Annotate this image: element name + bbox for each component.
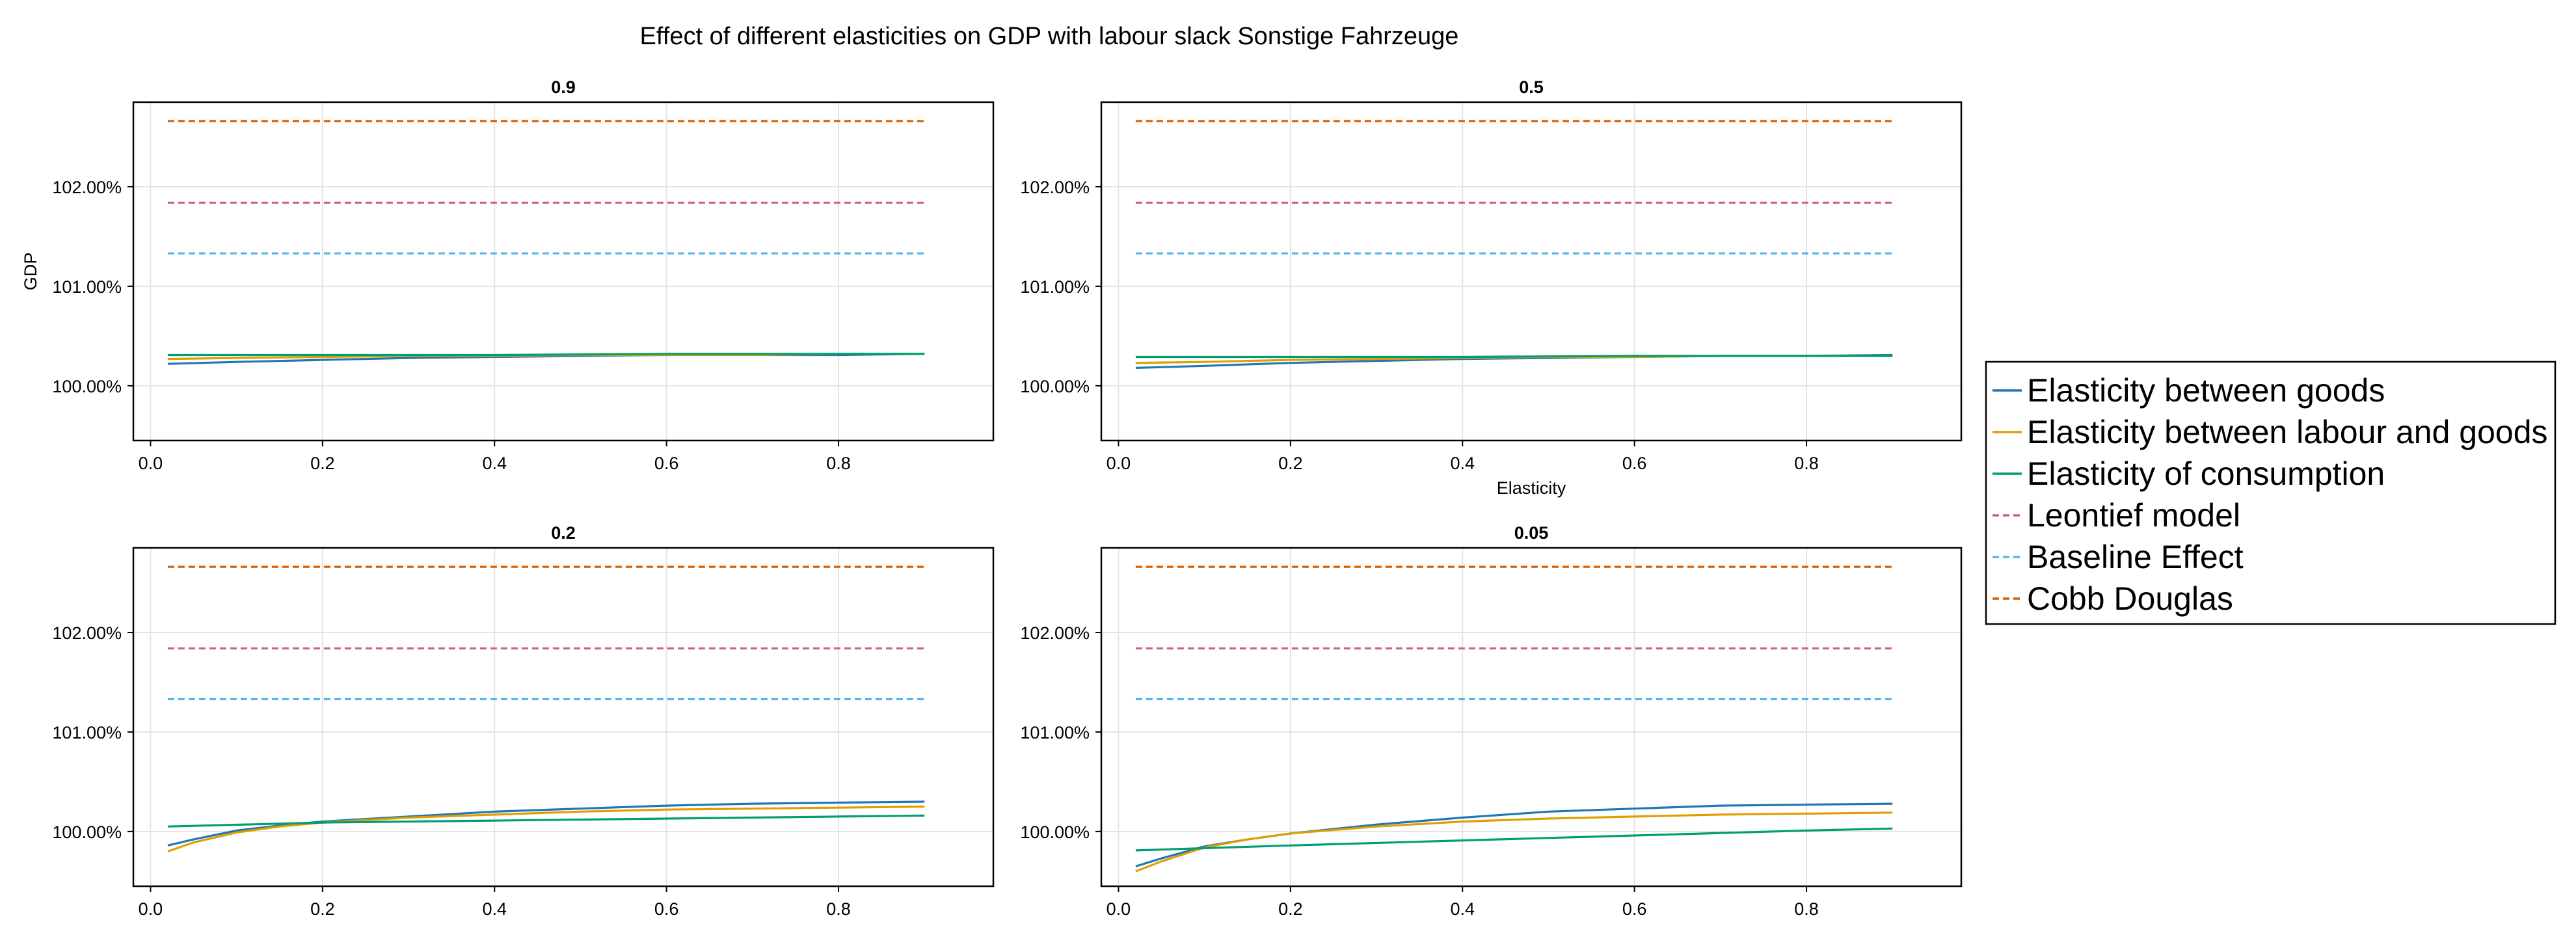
series-line-elasticity-of-consumption [1135,355,1893,359]
y-tick-label: 102.00% [1020,178,1090,197]
x-tick-label: 0.4 [482,454,507,473]
legend-label: Elasticity between goods [2027,372,2385,409]
subplot-title: 0.05 [1514,523,1549,543]
x-tick-label: 0.8 [1794,454,1819,473]
x-tick-label: 0.0 [1107,899,1131,919]
subplot-title: 0.2 [551,523,576,543]
x-tick-label: 0.2 [1278,899,1303,919]
y-tick-label: 100.00% [1020,822,1090,842]
plot-frame [132,547,995,888]
plot-frame [1100,101,1963,442]
series-line-elasticity-between-labour-and-goods [1135,811,1893,873]
x-tick-label: 0.6 [654,454,679,473]
legend: Elasticity between goods Elasticity betwe… [1985,360,2556,625]
x-tick-label: 0.0 [1107,454,1131,473]
x-tick-label: 0.4 [1450,899,1475,919]
y-tick-label: 101.00% [52,277,122,297]
x-tick-label: 0.8 [826,899,851,919]
subplot-3: 0.0 0.2 0.4 0.6 0.8 100.00% 101.00% 102.00% 0.2 [52,523,995,919]
x-tick-label: 0.6 [1622,899,1647,919]
y-tick-label: 101.00% [1020,723,1090,742]
y-axis-label: GDP [21,252,40,291]
x-axis-label: Elasticity [1497,478,1566,498]
series-line-elasticity-of-consumption [167,814,925,828]
legend-box [1985,360,2556,625]
x-tick-label: 0.6 [1622,454,1647,473]
y-tick-label: 102.00% [1020,623,1090,643]
legend-label: Cobb Douglas [2027,580,2233,617]
plot-frame [132,101,995,442]
x-tick-label: 0.8 [1794,899,1819,919]
subplot-4: 0.0 0.2 0.4 0.6 0.8 100.00% 101.00% 102.00% 0.05 [1020,523,1963,919]
legend-label: Elasticity of consumption [2027,455,2385,492]
x-tick-label: 0.8 [826,454,851,473]
y-tick-label: 100.00% [52,377,122,396]
x-tick-label: 0.2 [1278,454,1303,473]
legend-label: Elasticity between labour and goods [2027,414,2548,450]
plot-frame [1100,547,1963,888]
y-tick-label: 100.00% [52,822,122,842]
subplot-title: 0.9 [551,77,576,97]
y-tick-label: 101.00% [1020,277,1090,297]
x-tick-label: 0.2 [310,454,335,473]
x-tick-label: 0.2 [310,899,335,919]
figure-title: Effect of different elasticities on GDP … [640,23,1459,50]
subplot-title: 0.5 [1519,77,1544,97]
legend-label: Leontief model [2027,497,2240,534]
legend-label: Baseline Effect [2027,539,2244,575]
series-line-elasticity-between-goods [167,800,925,847]
subplot-2: 0.0 0.2 0.4 0.6 0.8 100.00% 101.00% 102.00% 0.5 E… [1020,77,1963,498]
y-tick-label: 102.00% [52,623,122,643]
series-line-elasticity-of-consumption [1135,827,1893,852]
x-tick-label: 0.0 [139,454,163,473]
y-tick-label: 100.00% [1020,377,1090,396]
subplot-1: 0.0 0.2 0.4 0.6 0.8 100.00% 101.00% 102.00% 0.9 G… [21,77,995,473]
x-tick-label: 0.4 [482,899,507,919]
series-line-elasticity-between-labour-and-goods [167,806,925,853]
series-line-elasticity-of-consumption [167,353,925,357]
x-tick-label: 0.6 [654,899,679,919]
x-tick-label: 0.4 [1450,454,1475,473]
y-tick-label: 101.00% [52,723,122,742]
x-tick-label: 0.0 [139,899,163,919]
y-tick-label: 102.00% [52,178,122,197]
